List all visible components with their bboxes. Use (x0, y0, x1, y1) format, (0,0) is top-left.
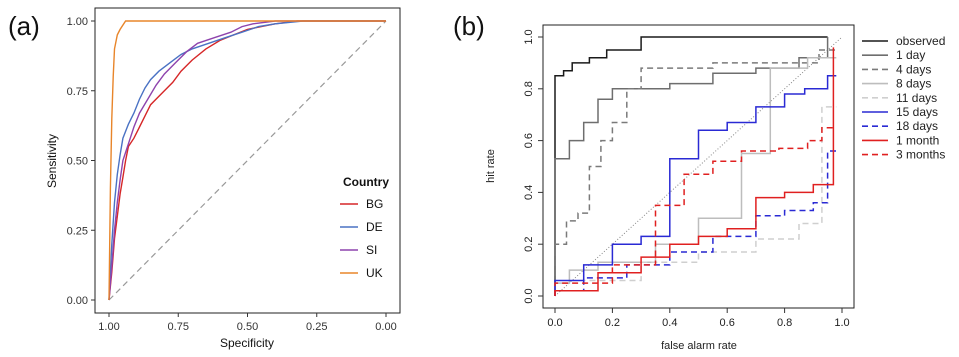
panel-b-series-3-months (554, 126, 837, 296)
panel-a-x-ticks: 1.00 0.75 0.50 0.25 0.00 (98, 313, 397, 333)
panel-a-legend-label-uk: UK (366, 266, 383, 280)
panel-a-series-uk (108, 20, 386, 301)
panel-a-x-tick-label: 0.25 (306, 321, 327, 333)
panel-a-legend-label-si: SI (366, 243, 377, 257)
panel-a-label: (a) (8, 11, 40, 41)
panel-b: (b) 0.0 0.2 0.4 0.6 0.8 1.0 0.0 0.2 0.4 0.6 0.8 1.… (453, 11, 945, 352)
panel-b-legend-label-1-month: 1 month (896, 133, 939, 147)
panel-a-series-de (108, 20, 386, 301)
panel-b-x-tick-label: 0.0 (547, 317, 562, 329)
panel-b-series-15-days (554, 75, 837, 296)
panel-b-y-ticks: 0.0 0.2 0.4 0.6 0.8 1.0 (523, 29, 543, 304)
panel-a-legend-label-bg: BG (366, 197, 383, 211)
panel-b-y-axis-title: hit rate (485, 149, 497, 183)
panel-a-y-tick-label: 0.75 (67, 86, 88, 98)
panel-b-y-tick-label: 0.4 (523, 185, 535, 200)
panel-a: (a) 1.00 0.75 0.50 0.25 0.00 0.00 0.25 0.50 0.7… (8, 7, 401, 350)
panel-b-legend-label-18-days: 18 days (896, 119, 938, 133)
panel-a-x-axis-title: Specificity (220, 336, 274, 350)
panel-b-x-ticks: 0.0 0.2 0.4 0.6 0.8 1.0 (547, 308, 850, 329)
panel-b-legend-label-8-days: 8 days (896, 77, 931, 91)
panel-b-legend-label-15-days: 15 days (896, 105, 938, 119)
panel-a-series-si (108, 20, 386, 301)
panel-b-x-axis-title: false alarm rate (661, 340, 737, 352)
panel-a-x-tick-label: 1.00 (98, 321, 119, 333)
panel-b-legend-label-3-months: 3 months (896, 148, 945, 162)
panel-b-legend-label-observed: observed (896, 34, 945, 48)
panel-b-series-4-days (554, 49, 837, 296)
panel-a-x-tick-label: 0.75 (168, 321, 189, 333)
panel-b-series-18-days (554, 150, 837, 296)
panel-a-y-tick-label: 1.00 (67, 16, 88, 28)
panel-a-y-ticks: 0.00 0.25 0.50 0.75 1.00 (67, 16, 95, 307)
panel-b-series-1-month (554, 47, 835, 296)
panel-a-legend: Country BG DE SI UK (340, 175, 389, 280)
panel-b-frame (542, 24, 855, 309)
panel-b-x-tick-label: 0.2 (605, 317, 620, 329)
panel-a-series-group (108, 20, 386, 301)
panel-b-y-tick-label: 1.0 (523, 29, 535, 44)
panel-a-x-tick-label: 0.50 (237, 321, 258, 333)
panel-a-diagonal-line (108, 20, 387, 301)
panel-b-series-11-days (554, 106, 837, 296)
panel-b-legend-label-4-days: 4 days (896, 62, 931, 76)
panel-b-x-tick-label: 1.0 (834, 317, 849, 329)
panel-a-x-tick-label: 0.00 (375, 321, 396, 333)
panel-b-y-tick-label: 0.0 (523, 288, 535, 303)
panel-b-legend-label-1-day: 1 day (896, 48, 925, 62)
panel-b-legend-label-11-days: 11 days (896, 91, 937, 105)
panel-b-y-tick-label: 0.6 (523, 133, 535, 148)
panel-a-legend-title: Country (343, 175, 389, 189)
panel-a-y-tick-label: 0.25 (67, 225, 88, 237)
panel-a-y-tick-label: 0.00 (67, 295, 88, 307)
panel-b-y-tick-label: 0.2 (523, 237, 535, 252)
panel-b-y-tick-label: 0.8 (523, 81, 535, 96)
panel-b-series-observed (554, 36, 828, 296)
panel-b-series-group (554, 36, 837, 296)
panel-b-label: (b) (453, 11, 485, 41)
panel-a-y-tick-label: 0.50 (67, 156, 88, 168)
panel-a-y-axis-title: Sensitivity (45, 134, 59, 188)
panel-b-x-tick-label: 0.4 (662, 317, 677, 329)
panel-a-legend-label-de: DE (366, 220, 383, 234)
panel-b-x-tick-label: 0.6 (720, 317, 735, 329)
panel-a-diagonal (108, 20, 387, 301)
panel-a-series-bg (108, 20, 386, 301)
panel-b-x-tick-label: 0.8 (777, 317, 792, 329)
